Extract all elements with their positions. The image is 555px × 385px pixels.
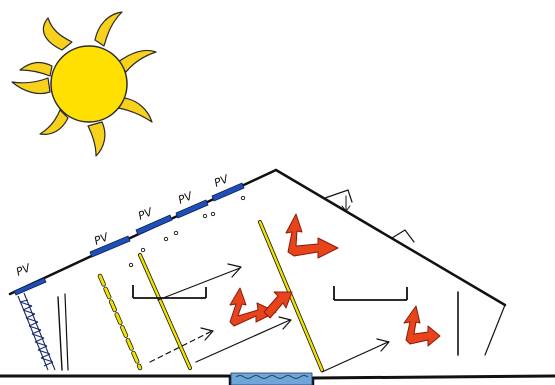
pv-panels: PV PV PV PV PV bbox=[13, 172, 245, 296]
sunlight-arrow-icon bbox=[157, 263, 242, 301]
pv-panel-2: PV bbox=[89, 230, 131, 258]
ground-line-right bbox=[311, 374, 555, 380]
pv-panel-3: PV bbox=[135, 205, 173, 236]
pv-label-5: PV bbox=[212, 172, 231, 190]
pv-panel-5: PV bbox=[211, 172, 245, 202]
heat-flow-arrow-icon bbox=[229, 287, 293, 327]
pv-label-3: PV bbox=[136, 205, 155, 223]
water-pond-icon bbox=[230, 372, 313, 385]
shelf-1 bbox=[132, 285, 207, 299]
roof-vent-2 bbox=[391, 229, 415, 243]
skylight-dots bbox=[128, 195, 246, 268]
heat-arrows bbox=[229, 213, 441, 347]
pv-label-1: PV bbox=[14, 261, 33, 279]
sun-rays bbox=[11, 11, 157, 157]
sun-icon bbox=[11, 11, 157, 157]
roof-vent-1-arrow bbox=[341, 195, 351, 212]
roof-right-slope bbox=[274, 168, 507, 307]
suspended-shelves bbox=[132, 285, 408, 301]
sunlight-arrow-icon bbox=[321, 338, 390, 373]
pv-label-4: PV bbox=[176, 189, 195, 207]
lattice-tower-icon bbox=[17, 292, 56, 371]
pv-panel-4: PV bbox=[175, 189, 209, 219]
glass-partition-1 bbox=[138, 253, 192, 370]
heat-flow-arrow-icon bbox=[403, 305, 441, 347]
right-wall-inner bbox=[484, 304, 506, 356]
solar-panel-icon bbox=[13, 277, 47, 296]
solar-panel-icon bbox=[135, 214, 173, 236]
sun-disc bbox=[50, 45, 128, 123]
shelf-2 bbox=[333, 286, 408, 301]
solar-panel-icon bbox=[175, 199, 209, 219]
pv-label-2: PV bbox=[92, 230, 111, 248]
solar-panel-icon bbox=[89, 235, 131, 258]
sunlight-arrow-icon bbox=[149, 327, 214, 363]
heat-flow-arrow-icon bbox=[285, 213, 339, 259]
left-post-2 bbox=[64, 293, 69, 371]
glass-partition-dashed bbox=[97, 273, 143, 371]
solar-panel-icon bbox=[211, 182, 245, 202]
left-post bbox=[57, 296, 63, 371]
pv-panel-1: PV bbox=[13, 261, 47, 296]
sunlight-arrows bbox=[149, 263, 390, 373]
roof-vent-1 bbox=[324, 189, 353, 203]
building-outline bbox=[0, 168, 555, 385]
sunlight-arrow-icon bbox=[195, 316, 292, 363]
